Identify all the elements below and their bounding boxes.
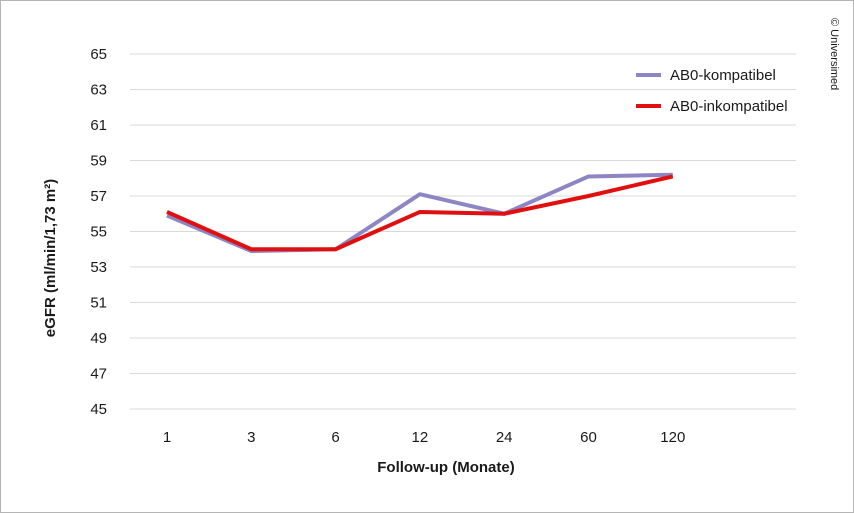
x-tick-label: 12 <box>412 429 429 446</box>
y-tick-labels: 45 47 49 51 53 55 57 59 61 63 65 <box>90 46 107 418</box>
x-tick-label: 6 <box>331 429 339 446</box>
legend: AB0-kompatibel AB0-inkompatibel <box>636 67 788 115</box>
x-tick-label: 60 <box>580 429 597 446</box>
copyright-text: © Universimed <box>828 18 840 91</box>
gridlines <box>130 53 796 410</box>
x-axis-title: Follow-up (Monate) <box>377 459 514 476</box>
y-tick-label: 49 <box>90 330 107 347</box>
copyright-credit: © Universimed <box>826 18 846 138</box>
y-tick-label: 51 <box>90 295 107 312</box>
x-tick-labels: 1 3 6 12 24 60 120 <box>163 429 685 446</box>
y-tick-label: 65 <box>90 46 107 63</box>
y-tick-label: 59 <box>90 153 107 170</box>
y-tick-label: 63 <box>90 82 107 99</box>
legend-label: AB0-inkompatibel <box>670 98 788 115</box>
x-tick-label: 24 <box>496 429 513 446</box>
y-axis-title: eGFR (ml/min/1,73 m²) <box>42 179 59 337</box>
y-tick-label: 45 <box>90 401 107 418</box>
legend-label: AB0-kompatibel <box>670 67 776 84</box>
x-tick-label: 1 <box>163 429 171 446</box>
x-tick-label: 3 <box>247 429 255 446</box>
x-tick-label: 120 <box>660 429 685 446</box>
series-lines <box>166 172 674 254</box>
y-tick-label: 61 <box>90 117 107 134</box>
y-tick-label: 53 <box>90 259 107 276</box>
y-tick-label: 47 <box>90 366 107 383</box>
series-line-2 <box>166 174 674 252</box>
y-tick-label: 57 <box>90 188 107 205</box>
y-tick-label: 55 <box>90 224 107 241</box>
